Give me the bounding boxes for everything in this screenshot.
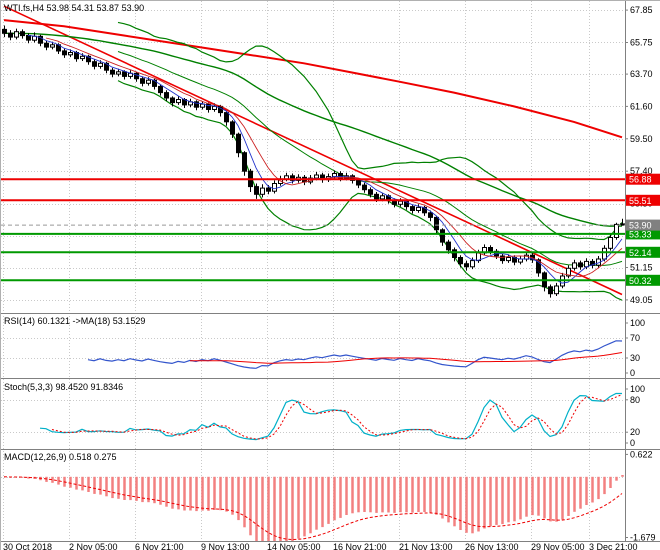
svg-text:50.32: 50.32 xyxy=(629,276,652,286)
price-axis-labels: 67.8565.7563.7061.6059.5057.4055.3053.20… xyxy=(625,5,656,543)
svg-text:61.60: 61.60 xyxy=(630,101,653,111)
svg-text:0: 0 xyxy=(630,368,635,378)
level-price-badge xyxy=(626,246,660,258)
mid-ma xyxy=(45,37,623,278)
time-axis-labels: 30 Oct 2018 2 Nov 05:00 6 Nov 21:00 9 Nov 1… xyxy=(3,542,638,550)
current-price-badge xyxy=(626,219,660,231)
svg-text:20: 20 xyxy=(630,427,640,437)
levels-layer xyxy=(1,178,625,282)
svg-text:65.75: 65.75 xyxy=(630,38,653,48)
svg-text:51.15: 51.15 xyxy=(630,263,653,273)
level-price-badge xyxy=(626,228,660,240)
svg-text:0.622: 0.622 xyxy=(630,449,653,459)
svg-text:26 Nov 13:00: 26 Nov 13:00 xyxy=(465,542,519,550)
svg-text:30: 30 xyxy=(630,353,640,363)
svg-text:21 Nov 13:00: 21 Nov 13:00 xyxy=(399,542,453,550)
level-price-badge xyxy=(626,194,660,206)
svg-text:49.05: 49.05 xyxy=(630,295,653,305)
svg-text:53.90: 53.90 xyxy=(629,221,652,231)
svg-text:56.88: 56.88 xyxy=(629,175,652,185)
svg-text:29 Nov 05:00: 29 Nov 05:00 xyxy=(531,542,585,550)
svg-text:63.70: 63.70 xyxy=(630,69,653,79)
level-price-badge xyxy=(626,173,660,185)
rsi-ma-line xyxy=(189,352,623,364)
svg-text:2 Nov 05:00: 2 Nov 05:00 xyxy=(69,542,118,550)
svg-text:3 Dec 21:00: 3 Dec 21:00 xyxy=(589,542,638,550)
svg-text:-1.679: -1.679 xyxy=(630,533,656,543)
chart-title: WTI.fs,H4 53.98 54.31 53.87 53.90 xyxy=(4,3,145,13)
svg-text:30 Oct 2018: 30 Oct 2018 xyxy=(3,542,52,550)
svg-text:55.51: 55.51 xyxy=(629,196,652,206)
svg-text:53.33: 53.33 xyxy=(629,229,652,239)
time-axis[interactable] xyxy=(1,541,660,550)
svg-text:6 Nov 21:00: 6 Nov 21:00 xyxy=(135,542,184,550)
stoch-layer xyxy=(39,392,623,441)
svg-text:57.40: 57.40 xyxy=(630,166,653,176)
red-trendline xyxy=(3,5,623,296)
price-axis[interactable] xyxy=(625,1,660,541)
svg-text:52.14: 52.14 xyxy=(629,248,652,258)
macd-signal-line xyxy=(3,476,623,541)
svg-text:16 Nov 21:00: 16 Nov 21:00 xyxy=(333,542,387,550)
svg-text:14 Nov 05:00: 14 Nov 05:00 xyxy=(267,542,321,550)
price-badges-layer: 56.88 55.51 53.33 52.14 50.32 53.90 xyxy=(626,173,660,286)
macd-layer xyxy=(3,475,624,541)
macd-panel-title: MACD(12,26,9) 0.518 0.275 xyxy=(4,452,117,462)
bollinger-upper xyxy=(117,21,623,241)
svg-text:9 Nov 13:00: 9 Nov 13:00 xyxy=(201,542,250,550)
stoch-d-line xyxy=(51,394,623,440)
rsi-panel-title: RSI(14) 60.1321 ->MA(18) 53.1529 xyxy=(4,316,146,326)
rsi-line xyxy=(87,340,623,369)
svg-text:0: 0 xyxy=(630,438,635,448)
rsi-layer xyxy=(87,340,623,369)
level-price-badge xyxy=(626,274,660,286)
svg-text:100: 100 xyxy=(630,318,645,328)
svg-text:80: 80 xyxy=(630,395,640,405)
svg-text:59.50: 59.50 xyxy=(630,134,653,144)
svg-text:70: 70 xyxy=(630,333,640,343)
stoch-panel-title: Stoch(5,3,3) 98.4520 91.8346 xyxy=(4,382,124,392)
svg-text:67.85: 67.85 xyxy=(630,5,653,15)
svg-text:100: 100 xyxy=(630,384,645,394)
red-slow-ma xyxy=(3,19,623,139)
